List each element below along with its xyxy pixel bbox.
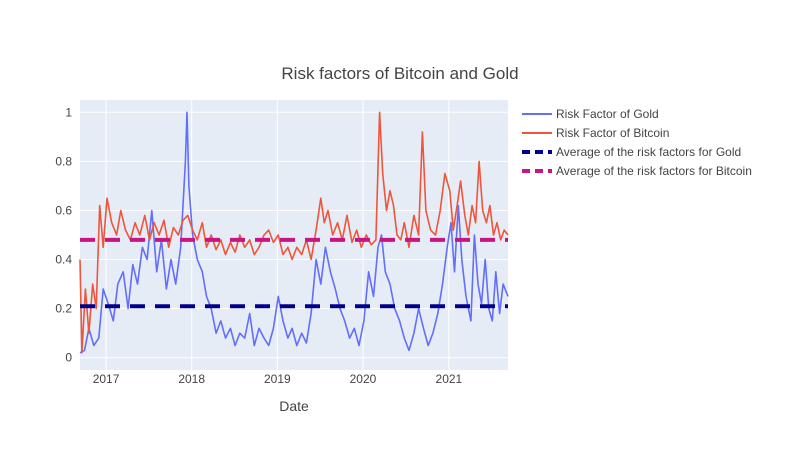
series-line-2: [79, 111, 509, 354]
x-tick-label: 2018: [178, 372, 205, 386]
series-line-1: [79, 111, 509, 354]
legend-label: Risk Factor of Gold: [556, 107, 659, 121]
y-tick-label: 0.2: [55, 302, 72, 316]
legend: Risk Factor of Gold Risk Factor of Bitcoi…: [522, 107, 752, 178]
y-tick-label: 0.6: [55, 203, 72, 217]
plot-area-background: [80, 100, 508, 370]
y-tick-label: 0.8: [55, 154, 72, 168]
y-tick-label: 0: [65, 351, 72, 365]
x-tick-label: 2020: [350, 372, 377, 386]
series-lines: [79, 111, 509, 354]
legend-label: Average of the risk factors for Gold: [556, 145, 741, 159]
x-tick-label: 2021: [436, 372, 463, 386]
legend-label: Average of the risk factors for Bitcoin: [556, 164, 752, 178]
legend-label: Risk Factor of Bitcoin: [556, 126, 669, 140]
y-tick-label: 0.4: [55, 253, 72, 267]
x-axis-title: Date: [279, 398, 309, 414]
x-tick-label: 2019: [264, 372, 291, 386]
chart-title: Risk factors of Bitcoin and Gold: [281, 64, 518, 83]
x-tick-label: 2017: [93, 372, 120, 386]
axis-ticks: 0 0.2 0.4 0.6 0.8 1 2017 2018 2019 2020 2021: [55, 105, 462, 386]
y-tick-label: 1: [65, 105, 72, 119]
